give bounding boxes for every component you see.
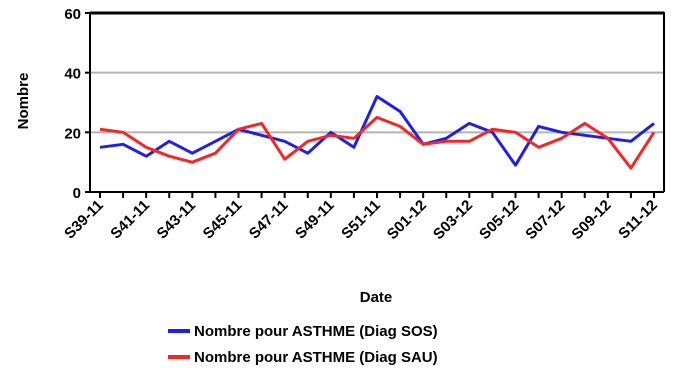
- gridlines: [90, 71, 664, 134]
- x-tick-label: S45-11: [200, 197, 246, 243]
- legend-item-sau: Nombre pour ASTHME (Diag SAU): [168, 344, 438, 370]
- series-line-1: [99, 115, 656, 170]
- legend-swatch-sau: [168, 355, 190, 359]
- axes: [89, 11, 665, 193]
- x-tick-label: S39-11: [61, 197, 107, 243]
- x-axis-label: Date: [360, 289, 393, 306]
- x-tick-label: S11-12: [615, 197, 661, 243]
- y-axis-label: Nombre: [15, 73, 32, 130]
- y-axis-ticks: 0 20 40 60: [64, 6, 90, 202]
- y-tick-label: 60: [64, 6, 81, 23]
- legend-label-sos: Nombre pour ASTHME (Diag SOS): [194, 322, 438, 340]
- legend-label-sau: Nombre pour ASTHME (Diag SAU): [194, 348, 438, 366]
- legend-item-sos: Nombre pour ASTHME (Diag SOS): [168, 318, 438, 344]
- x-tick-label: S07-12: [522, 197, 568, 243]
- y-tick-label: 20: [64, 125, 81, 142]
- x-tick-label: S01-12: [384, 197, 430, 243]
- x-tick-label: S49-11: [292, 197, 338, 243]
- y-tick-label: 40: [64, 66, 81, 83]
- x-tick-label: S09-12: [568, 197, 614, 243]
- legend-swatch-sos: [168, 329, 190, 333]
- x-axis-ticks: S39-11 S41-11 S43-11 S45-11 S47-11 S49-11 S51-…: [61, 192, 661, 243]
- x-tick-label: S05-12: [476, 197, 522, 243]
- series-line-0: [99, 95, 655, 167]
- legend: Nombre pour ASTHME (Diag SOS) Nombre pou…: [168, 318, 438, 370]
- x-tick-label: S51-11: [338, 197, 384, 243]
- y-tick-label: 0: [73, 185, 81, 202]
- x-tick-label: S43-11: [154, 197, 200, 243]
- x-tick-label: S47-11: [246, 197, 292, 243]
- x-tick-label: S41-11: [107, 197, 153, 243]
- series-lines: [99, 95, 656, 170]
- x-tick-label: S03-12: [430, 197, 476, 243]
